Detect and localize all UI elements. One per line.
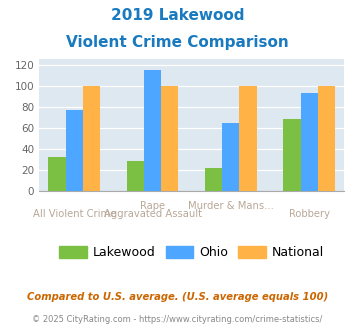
Bar xyxy=(144,70,161,191)
Bar xyxy=(127,161,144,191)
Bar xyxy=(318,86,335,191)
Bar xyxy=(66,110,83,191)
Legend: Lakewood, Ohio, National: Lakewood, Ohio, National xyxy=(54,241,329,264)
Text: Aggravated Assault: Aggravated Assault xyxy=(104,209,202,219)
Text: Rape: Rape xyxy=(140,201,165,211)
Text: All Violent Crime: All Violent Crime xyxy=(33,209,116,219)
Bar xyxy=(48,156,66,191)
Text: Violent Crime Comparison: Violent Crime Comparison xyxy=(66,35,289,50)
Bar xyxy=(161,86,179,191)
Text: Robbery: Robbery xyxy=(289,209,330,219)
Bar xyxy=(240,86,257,191)
Text: Murder & Mans...: Murder & Mans... xyxy=(188,201,274,211)
Bar xyxy=(83,86,100,191)
Bar xyxy=(205,168,222,191)
Text: © 2025 CityRating.com - https://www.cityrating.com/crime-statistics/: © 2025 CityRating.com - https://www.city… xyxy=(32,315,323,324)
Text: 2019 Lakewood: 2019 Lakewood xyxy=(111,8,244,23)
Bar xyxy=(283,118,301,191)
Bar xyxy=(301,93,318,191)
Text: Compared to U.S. average. (U.S. average equals 100): Compared to U.S. average. (U.S. average … xyxy=(27,292,328,302)
Bar xyxy=(222,123,240,191)
